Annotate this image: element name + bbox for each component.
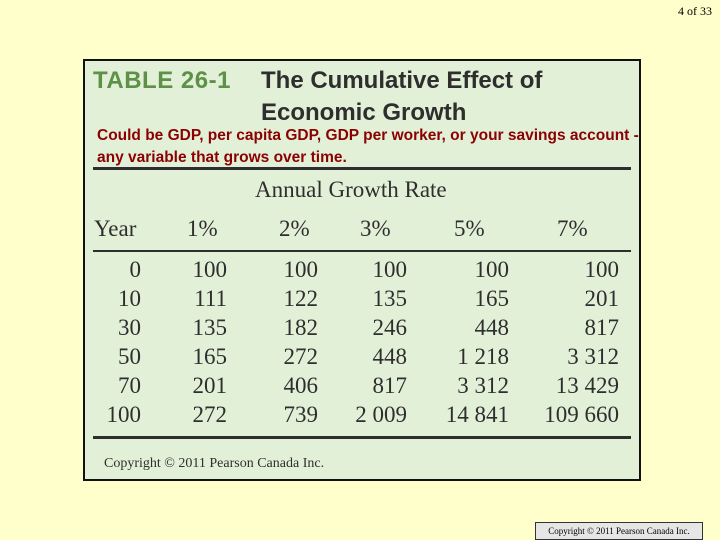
value-cell: 100 <box>372 257 408 282</box>
value-cell: 111 <box>194 286 227 311</box>
value-cell: 406 <box>283 373 319 398</box>
value-cell: 109 660 <box>544 402 619 427</box>
value-cell: 817 <box>584 315 620 340</box>
value-cell: 3 312 <box>457 373 509 398</box>
column-header-3pct: 3% <box>360 216 391 241</box>
value-cell: 1 218 <box>457 344 509 369</box>
value-cell: 2 009 <box>355 402 407 427</box>
value-cell: 739 <box>283 402 319 427</box>
column-header-1pct: 1% <box>187 216 218 241</box>
year-cell: 50 <box>118 344 141 369</box>
value-cell: 100 <box>192 257 228 282</box>
value-cell: 135 <box>192 315 228 340</box>
column-header-5pct: 5% <box>454 216 485 241</box>
value-cell: 165 <box>474 286 510 311</box>
year-cell: 10 <box>118 286 141 311</box>
table-row: 30 135 182 246 448 817 <box>85 315 639 344</box>
header-row: Year 1% 2% 3% 5% 7% <box>85 216 639 246</box>
value-cell: 448 <box>474 315 510 340</box>
footer-copyright: Copyright © 2011 Pearson Canada Inc. <box>535 522 703 540</box>
value-cell: 14 841 <box>445 402 509 427</box>
value-cell: 13 429 <box>555 373 619 398</box>
page-number: 4 of 33 <box>678 4 712 18</box>
growth-table: TABLE 26-1 The Cumulative Effect of Econ… <box>83 59 641 481</box>
group-header: Annual Growth Rate <box>255 177 447 202</box>
bottom-rule <box>93 436 631 439</box>
column-header-7pct: 7% <box>557 216 588 241</box>
value-cell: 272 <box>283 344 319 369</box>
value-cell: 448 <box>372 344 408 369</box>
column-header-year: Year <box>94 216 137 241</box>
table-row: 70 201 406 817 3 312 13 429 <box>85 373 639 402</box>
year-cell: 100 <box>106 402 142 427</box>
value-cell: 100 <box>283 257 319 282</box>
table-title: The Cumulative Effect of Economic Growth <box>261 67 543 126</box>
column-header-2pct: 2% <box>279 216 310 241</box>
value-cell: 182 <box>283 315 319 340</box>
annotation-note: Could be GDP, per capita GDP, GDP per wo… <box>97 127 639 166</box>
value-cell: 135 <box>372 286 408 311</box>
table-copyright: Copyright © 2011 Pearson Canada Inc. <box>104 456 325 471</box>
value-cell: 100 <box>474 257 510 282</box>
table-row: 50 165 272 448 1 218 3 312 <box>85 344 639 373</box>
table-row: 10 111 122 135 165 201 <box>85 286 639 315</box>
value-cell: 165 <box>192 344 228 369</box>
value-cell: 201 <box>192 373 228 398</box>
top-rule <box>93 167 631 170</box>
value-cell: 100 <box>584 257 620 282</box>
table-row: 100 272 739 2 009 14 841 109 660 <box>85 402 639 431</box>
value-cell: 201 <box>584 286 620 311</box>
value-cell: 817 <box>372 373 408 398</box>
value-cell: 122 <box>283 286 319 311</box>
header-rule <box>93 250 631 252</box>
table-row: 0 100 100 100 100 100 <box>85 257 639 286</box>
value-cell: 3 312 <box>567 344 619 369</box>
year-cell: 0 <box>129 257 142 282</box>
table-body: 0 100 100 100 100 100 10 111 122 135 165… <box>85 257 639 431</box>
table-label: TABLE 26-1 <box>93 67 231 94</box>
year-cell: 70 <box>118 373 141 398</box>
value-cell: 272 <box>192 402 228 427</box>
year-cell: 30 <box>118 315 141 340</box>
value-cell: 246 <box>372 315 408 340</box>
